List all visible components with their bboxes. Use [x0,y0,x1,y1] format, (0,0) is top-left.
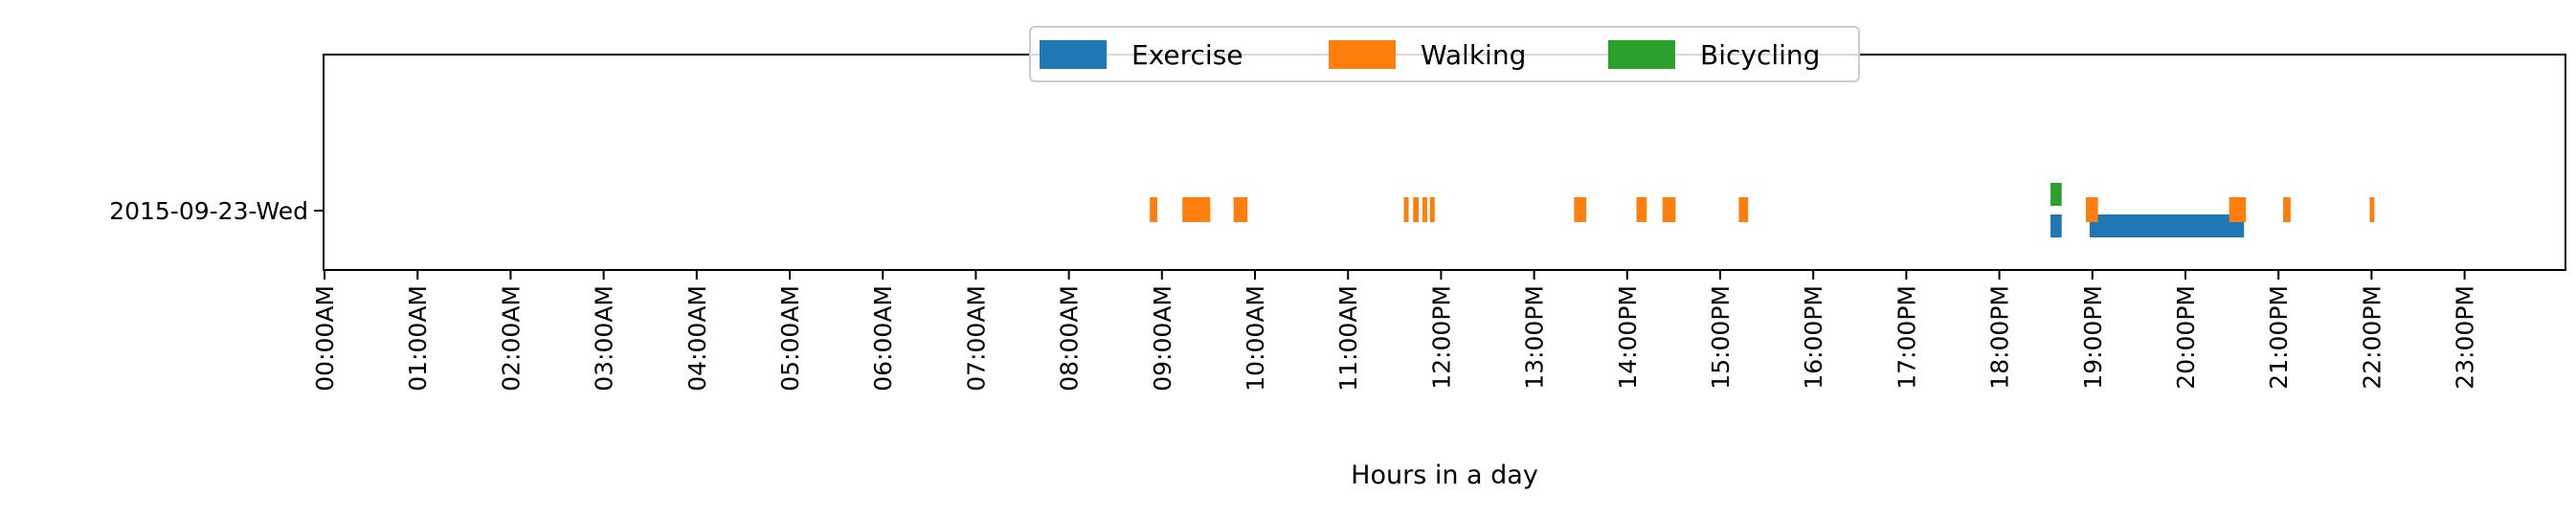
x-tick-label-18: 18:00PM [1986,285,2014,390]
walking-bar-12 [2229,197,2247,222]
walking-bar-6 [1429,197,1435,222]
x-tick-label-4: 04:00AM [683,285,711,392]
legend-label-1: Walking [1421,39,1526,71]
x-tick-label-19: 19:00PM [2079,285,2107,390]
x-tick-label-1: 01:00AM [404,285,432,392]
legend-swatch-2 [1608,40,1675,69]
x-tick-label-9: 09:00AM [1149,285,1176,392]
x-tick-label-12: 12:00PM [1427,285,1455,390]
legend-label-0: Exercise [1131,39,1243,71]
walking-bar-2 [1233,197,1248,222]
x-tick-label-0: 00:00AM [311,285,339,392]
legend-swatch-1 [1329,40,1396,69]
exercise-bar-0 [2050,214,2062,237]
y-tick-label-0: 2015-09-23-Wed [109,197,308,225]
walking-bar-11 [2085,197,2098,222]
x-tick-label-23: 23:00PM [2452,285,2479,390]
x-tick-label-5: 05:00AM [776,285,804,392]
y-axis: 2015-09-23-Wed [109,197,324,225]
x-tick-label-6: 06:00AM [869,285,897,392]
x-tick-label-15: 15:00PM [1707,285,1735,390]
walking-bar-7 [1574,197,1587,222]
legend: Exercise Walking Bicycling [1029,26,1860,82]
x-tick-label-3: 03:00AM [591,285,618,392]
x-tick-label-10: 10:00AM [1242,285,1269,392]
walking-bar-14 [2369,197,2375,222]
x-tick-label-13: 13:00PM [1521,285,1549,390]
x-tick-label-7: 07:00AM [962,285,990,392]
walking-bar-10 [1738,197,1749,222]
x-tick-label-2: 02:00AM [497,285,525,392]
x-tick-label-21: 21:00PM [2265,285,2293,390]
legend-label-2: Bicycling [1700,39,1820,71]
walking-bar-9 [1662,197,1676,222]
walking-bar-3 [1403,197,1409,222]
walking-bar-1 [1182,197,1211,222]
legend-swatch-0 [1040,40,1107,69]
x-axis: 00:00AM 01:00AM 02:00AM 03:00AM 04:00AM 05:00… [311,270,2479,392]
walking-bar-8 [1636,197,1647,222]
x-tick-label-11: 11:00AM [1334,285,1362,392]
x-tick-label-16: 16:00PM [1800,285,1827,390]
activity-marks [1150,183,2375,237]
exercise-bar-1 [2089,214,2245,237]
walking-bar-5 [1422,197,1427,222]
bicycling-bar-0 [2050,183,2062,206]
x-tick-label-20: 20:00PM [2172,285,2200,390]
x-tick-label-17: 17:00PM [1893,285,1920,390]
walking-bar-4 [1413,197,1420,222]
walking-bar-13 [2283,197,2291,222]
x-tick-label-14: 14:00PM [1614,285,1642,390]
walking-bar-0 [1150,197,1157,222]
x-tick-label-22: 22:00PM [2358,285,2386,390]
x-axis-label: Hours in a day [1351,461,1538,490]
x-tick-label-8: 08:00AM [1056,285,1084,392]
